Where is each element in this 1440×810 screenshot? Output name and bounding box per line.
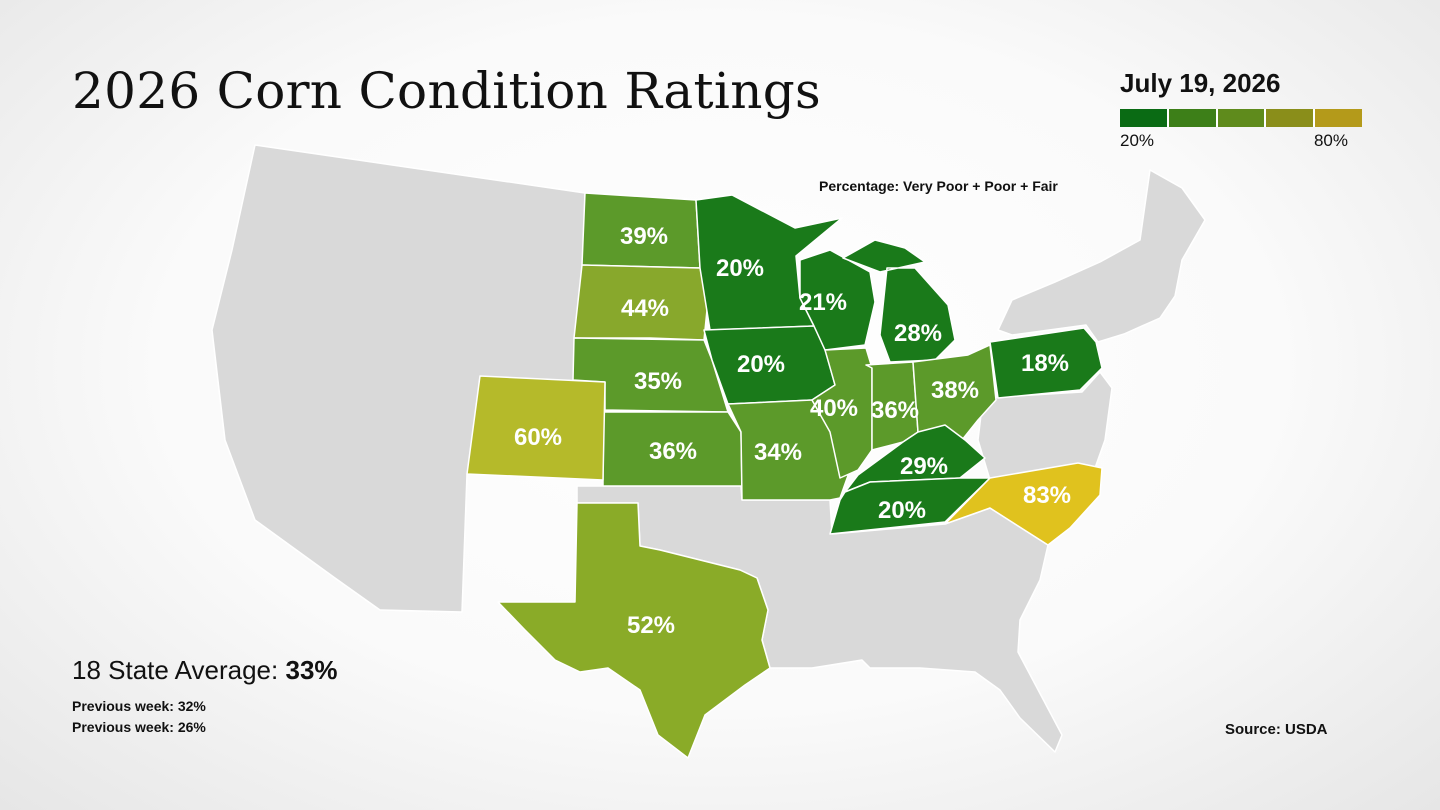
- non-reporting-states: [211, 144, 1206, 753]
- previous-week-1: Previous week: 32%: [72, 698, 206, 714]
- label-tx: 52%: [627, 612, 675, 639]
- label-oh: 38%: [931, 377, 979, 404]
- label-nc: 83%: [1023, 482, 1071, 509]
- source-note: Source: USDA: [1225, 721, 1328, 738]
- legend-max-label: 80%: [1313, 131, 1348, 150]
- label-tn: 20%: [878, 497, 926, 524]
- page-title: 2026 Corn Condition Ratings: [72, 62, 821, 120]
- legend-swatch-5: [1315, 109, 1362, 127]
- legend-swatch-2: [1168, 109, 1218, 127]
- label-il: 40%: [810, 395, 858, 422]
- label-pa: 18%: [1021, 350, 1069, 377]
- state-mn: [695, 194, 843, 331]
- legend-min-label: 20%: [1120, 131, 1155, 150]
- label-ne: 35%: [634, 368, 682, 395]
- label-nd: 39%: [620, 223, 668, 250]
- state-co: [466, 375, 606, 481]
- state-nc: [944, 462, 1103, 546]
- state-il: [811, 347, 873, 479]
- label-sd: 44%: [621, 295, 669, 322]
- label-ky: 29%: [900, 453, 948, 480]
- mid-atlantic-states: [977, 371, 1113, 481]
- legend-swatch-1: [1120, 109, 1169, 127]
- label-ia: 20%: [737, 351, 785, 378]
- legend-swatch-4: [1266, 109, 1316, 127]
- label-mn: 20%: [716, 255, 764, 282]
- average-label: 18 State Average:: [72, 655, 279, 685]
- metric-note: Percentage: Very Poor + Poor + Fair: [819, 178, 1058, 194]
- state-average-summary: 18 State Average: 33% Previous week: 32%…: [72, 655, 338, 735]
- color-legend: July 19, 2026 20% 80%: [1120, 68, 1362, 151]
- label-mi: 28%: [894, 320, 942, 347]
- legend-date: July 19, 2026: [1120, 68, 1281, 98]
- reporting-states: [466, 192, 1103, 759]
- label-co: 60%: [514, 424, 562, 451]
- average-value: 33%: [285, 655, 338, 685]
- state-mi: [842, 239, 956, 363]
- legend-swatch-3: [1217, 109, 1267, 127]
- legend-color-scale: [1120, 109, 1362, 127]
- previous-week-2: Previous week: 26%: [72, 719, 206, 735]
- label-wi: 21%: [799, 289, 847, 316]
- state-pa: [989, 327, 1103, 399]
- northeast-states: [997, 169, 1206, 343]
- label-in: 36%: [871, 397, 919, 424]
- state-labels: 39% 44% 35% 36% 60% 52% 20% 20% 21% 28% …: [514, 223, 1071, 639]
- label-mo: 34%: [754, 439, 802, 466]
- label-ks: 36%: [649, 438, 697, 465]
- state-tx: [497, 502, 771, 759]
